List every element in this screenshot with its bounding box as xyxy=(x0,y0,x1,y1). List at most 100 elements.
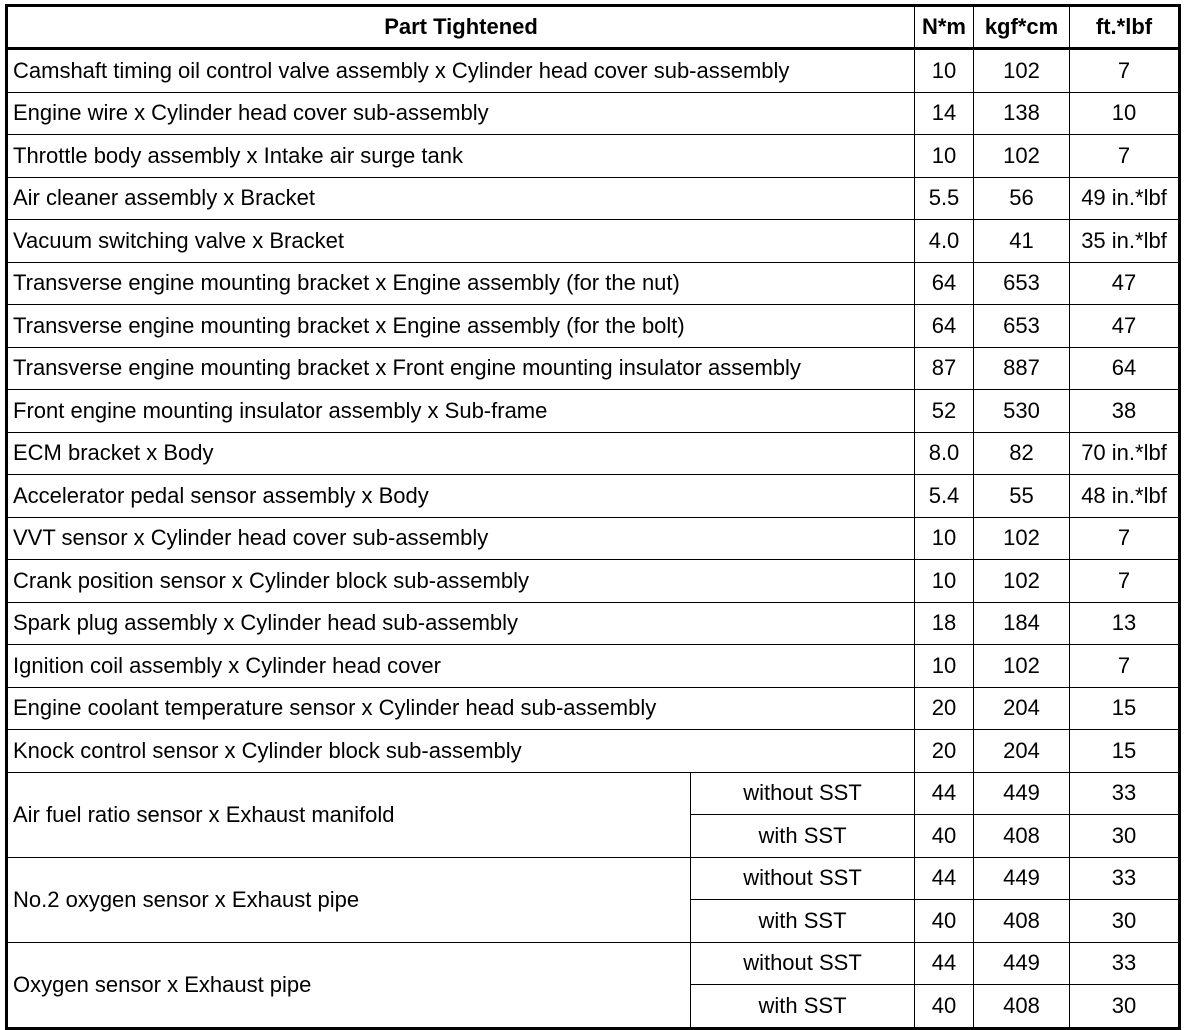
condition-cell: with SST xyxy=(690,814,915,858)
table-row: Air fuel ratio sensor x Exhaust manifold… xyxy=(6,771,1180,858)
kgfcm-cell: 41 xyxy=(973,219,1070,263)
nm-cell: 14 xyxy=(914,91,974,135)
ftlbf-cell: 33 xyxy=(1069,856,1180,900)
ftlbf-cell: 64 xyxy=(1069,346,1180,390)
part-cell: Oxygen sensor x Exhaust pipe xyxy=(6,941,691,1029)
table-row: Transverse engine mounting bracket x Fro… xyxy=(6,346,1180,390)
ftlbf-cell: 30 xyxy=(1069,814,1180,858)
part-cell: Ignition coil assembly x Cylinder head c… xyxy=(6,644,915,688)
kgfcm-cell: 408 xyxy=(973,899,1070,943)
nm-cell: 44 xyxy=(914,771,974,815)
part-cell: Accelerator pedal sensor assembly x Body xyxy=(6,474,915,518)
kgfcm-cell: 138 xyxy=(973,91,1070,135)
header-part: Part Tightened xyxy=(6,5,915,50)
part-cell: Camshaft timing oil control valve assemb… xyxy=(6,48,915,93)
nm-cell: 4.0 xyxy=(914,219,974,263)
nm-cell: 44 xyxy=(914,856,974,900)
table-row: with SST 40 408 30 xyxy=(7,899,1180,943)
part-cell: ECM bracket x Body xyxy=(6,431,915,475)
ftlbf-cell: 48 in.*lbf xyxy=(1069,474,1180,518)
table-row: Crank position sensor x Cylinder block s… xyxy=(6,559,1180,603)
table-row: Throttle body assembly x Intake air surg… xyxy=(6,134,1180,178)
kgfcm-cell: 102 xyxy=(973,644,1070,688)
header-row: Part Tightened N*m kgf*cm ft.*lbf xyxy=(6,5,1180,50)
condition-cell: without SST xyxy=(690,941,915,985)
table-row: Vacuum switching valve x Bracket 4.0 41 35 … xyxy=(6,219,1180,263)
kgfcm-cell: 653 xyxy=(973,304,1070,348)
nm-cell: 52 xyxy=(914,389,974,433)
ftlbf-cell: 49 in.*lbf xyxy=(1069,176,1180,220)
header-nm: N*m xyxy=(914,5,974,50)
ftlbf-cell: 7 xyxy=(1069,559,1180,603)
kgfcm-cell: 56 xyxy=(973,176,1070,220)
part-cell: Engine coolant temperature sensor x Cyli… xyxy=(6,686,915,730)
nm-cell: 64 xyxy=(914,261,974,305)
part-cell: Transverse engine mounting bracket x Eng… xyxy=(6,304,915,348)
ftlbf-cell: 47 xyxy=(1069,261,1180,305)
table-row: Engine coolant temperature sensor x Cyli… xyxy=(6,686,1180,730)
part-cell: Engine wire x Cylinder head cover sub-as… xyxy=(6,91,915,135)
nm-cell: 10 xyxy=(914,644,974,688)
nm-cell: 40 xyxy=(914,984,974,1029)
nm-cell: 20 xyxy=(914,686,974,730)
ftlbf-cell: 7 xyxy=(1069,48,1180,93)
kgfcm-cell: 408 xyxy=(973,814,1070,858)
nm-cell: 64 xyxy=(914,304,974,348)
kgfcm-cell: 82 xyxy=(973,431,1070,475)
part-cell: Transverse engine mounting bracket x Fro… xyxy=(6,346,915,390)
table-row: VVT sensor x Cylinder head cover sub-ass… xyxy=(6,516,1180,560)
kgfcm-cell: 653 xyxy=(973,261,1070,305)
kgfcm-cell: 530 xyxy=(973,389,1070,433)
condition-cell: without SST xyxy=(690,856,915,900)
kgfcm-cell: 204 xyxy=(973,686,1070,730)
table-row: Front engine mounting insulator assembly… xyxy=(6,389,1180,433)
kgfcm-cell: 408 xyxy=(973,984,1070,1029)
table-row: Engine wire x Cylinder head cover sub-as… xyxy=(6,91,1180,135)
table-row: Oxygen sensor x Exhaust pipe without SST 4… xyxy=(6,941,1180,1029)
part-cell: Air fuel ratio sensor x Exhaust manifold xyxy=(6,771,691,858)
kgfcm-cell: 204 xyxy=(973,729,1070,773)
part-cell: Front engine mounting insulator assembly… xyxy=(6,389,915,433)
nm-cell: 40 xyxy=(914,899,974,943)
ftlbf-cell: 7 xyxy=(1069,644,1180,688)
part-cell: VVT sensor x Cylinder head cover sub-ass… xyxy=(6,516,915,560)
nm-cell: 18 xyxy=(914,601,974,645)
table-row: with SST 40 408 30 xyxy=(7,984,1180,1029)
part-cell: Vacuum switching valve x Bracket xyxy=(6,219,915,263)
part-cell: Air cleaner assembly x Bracket xyxy=(6,176,915,220)
condition-cell: without SST xyxy=(690,771,915,815)
kgfcm-cell: 102 xyxy=(973,516,1070,560)
ftlbf-cell: 33 xyxy=(1069,941,1180,985)
kgfcm-cell: 55 xyxy=(973,474,1070,518)
table-row: Camshaft timing oil control valve assemb… xyxy=(6,48,1180,93)
header-ftlbf: ft.*lbf xyxy=(1069,5,1180,50)
ftlbf-cell: 7 xyxy=(1069,516,1180,560)
table-row: No.2 oxygen sensor x Exhaust pipe without… xyxy=(6,856,1180,943)
ftlbf-cell: 38 xyxy=(1069,389,1180,433)
table-row: Transverse engine mounting bracket x Eng… xyxy=(6,261,1180,305)
part-cell: Knock control sensor x Cylinder block su… xyxy=(6,729,915,773)
ftlbf-cell: 7 xyxy=(1069,134,1180,178)
nm-cell: 5.5 xyxy=(914,176,974,220)
kgfcm-cell: 102 xyxy=(973,48,1070,93)
condition-cell: with SST xyxy=(690,984,915,1029)
torque-spec-table: Part Tightened N*m kgf*cm ft.*lbf Camsha… xyxy=(5,4,1181,1030)
header-kgfcm: kgf*cm xyxy=(973,5,1070,50)
nm-cell: 10 xyxy=(914,559,974,603)
ftlbf-cell: 33 xyxy=(1069,771,1180,815)
kgfcm-cell: 449 xyxy=(973,856,1070,900)
table-row: Spark plug assembly x Cylinder head sub-… xyxy=(6,601,1180,645)
ftlbf-cell: 35 in.*lbf xyxy=(1069,219,1180,263)
table-row: Knock control sensor x Cylinder block su… xyxy=(6,729,1180,773)
table-row: Transverse engine mounting bracket x Eng… xyxy=(6,304,1180,348)
kgfcm-cell: 102 xyxy=(973,134,1070,178)
part-cell: Spark plug assembly x Cylinder head sub-… xyxy=(6,601,915,645)
table-row: Accelerator pedal sensor assembly x Body… xyxy=(6,474,1180,518)
ftlbf-cell: 13 xyxy=(1069,601,1180,645)
ftlbf-cell: 15 xyxy=(1069,686,1180,730)
ftlbf-cell: 10 xyxy=(1069,91,1180,135)
part-cell: Crank position sensor x Cylinder block s… xyxy=(6,559,915,603)
nm-cell: 20 xyxy=(914,729,974,773)
table-row: Ignition coil assembly x Cylinder head c… xyxy=(6,644,1180,688)
nm-cell: 5.4 xyxy=(914,474,974,518)
